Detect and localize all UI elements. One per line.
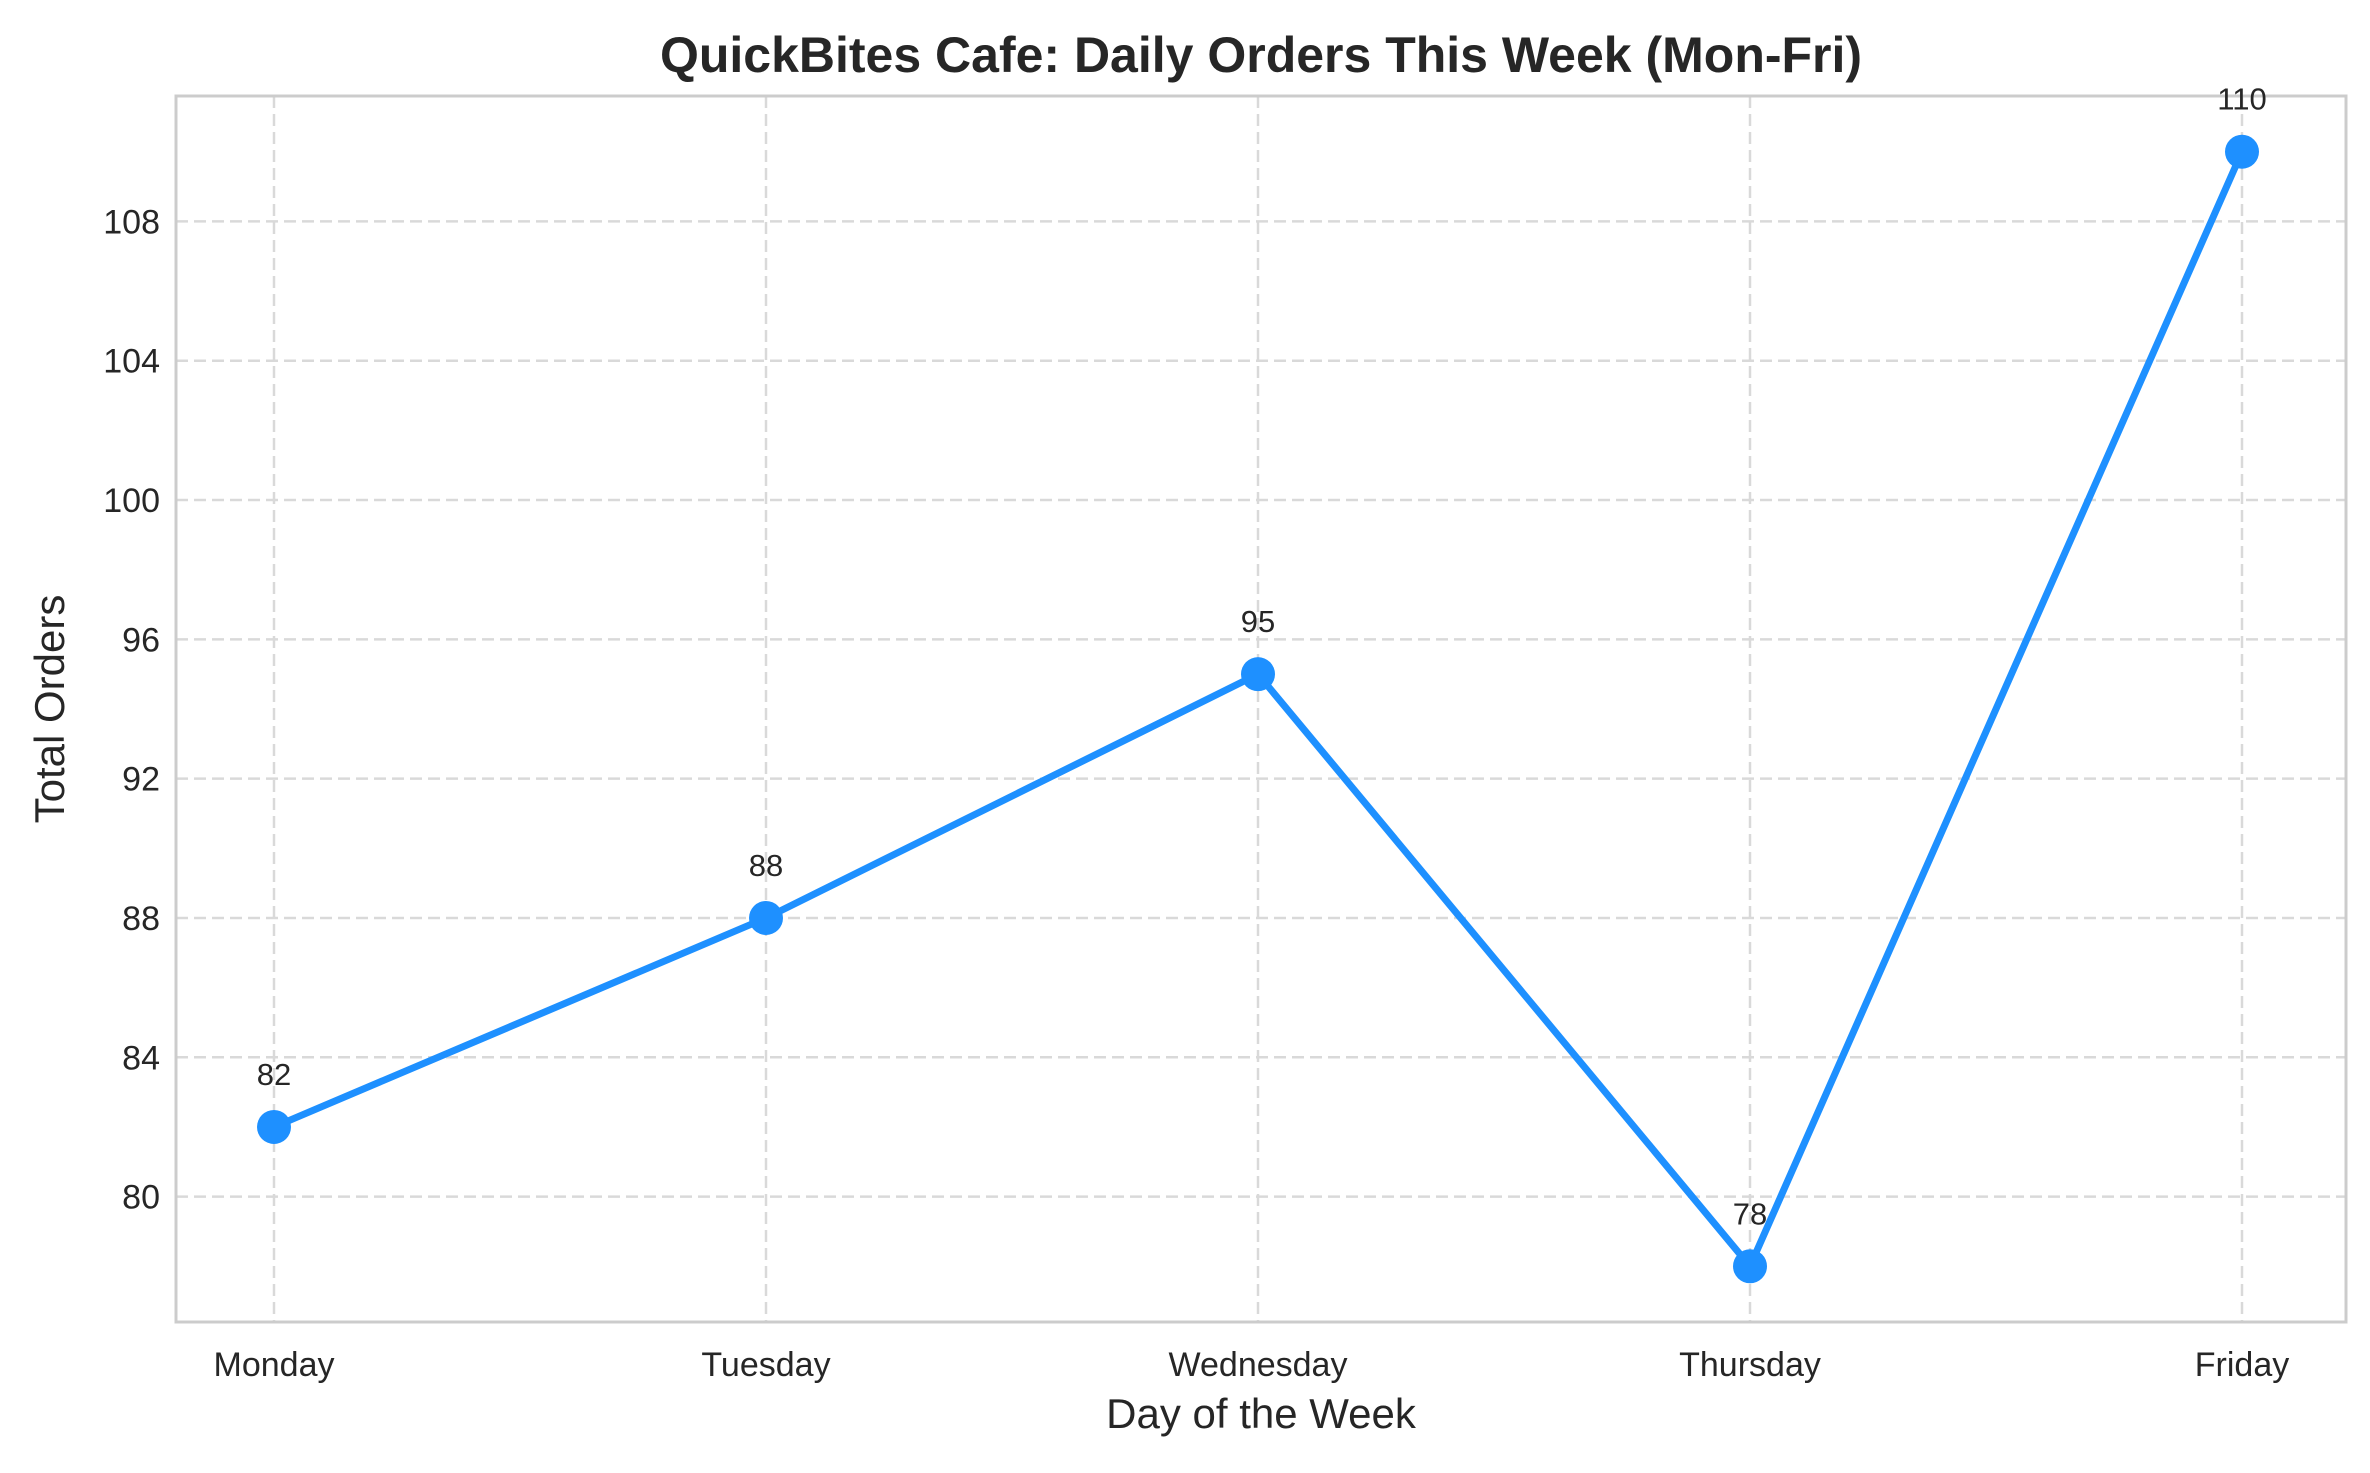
x-tick-label: Friday — [2195, 1346, 2289, 1384]
grid-lines — [176, 96, 2346, 1322]
data-point — [2225, 134, 2259, 169]
y-tick-label: 108 — [103, 203, 160, 241]
y-tick-label: 100 — [103, 482, 160, 520]
data-point — [257, 1109, 291, 1144]
series-orders — [257, 134, 2259, 1284]
x-axis-label: Day of the Week — [1106, 1390, 1417, 1437]
y-axis-label: Total Orders — [26, 595, 73, 824]
data-label: 78 — [1733, 1196, 1767, 1231]
x-axis-ticks: Monday Tuesday Wednesday Thursday Friday — [214, 1346, 2290, 1384]
data-labels: 82 88 95 78 110 — [257, 82, 2267, 1232]
y-axis-ticks: 80 84 88 92 96 100 104 108 — [103, 203, 160, 1216]
y-tick-label: 84 — [122, 1039, 160, 1077]
y-tick-label: 104 — [103, 343, 160, 381]
y-tick-label: 88 — [122, 900, 160, 938]
data-point — [1241, 657, 1275, 692]
data-label: 88 — [749, 848, 783, 883]
plot-frame — [174, 94, 2348, 1324]
x-tick-label: Wednesday — [1169, 1346, 1348, 1384]
data-label: 110 — [2217, 82, 2266, 117]
data-point — [1733, 1249, 1767, 1284]
y-tick-label: 80 — [122, 1179, 160, 1217]
data-point — [749, 900, 783, 935]
chart-title: QuickBites Cafe: Daily Orders This Week … — [660, 27, 1862, 83]
x-tick-label: Tuesday — [701, 1346, 830, 1384]
data-label: 95 — [1241, 604, 1275, 639]
data-label: 82 — [257, 1057, 291, 1092]
y-tick-label: 92 — [122, 761, 160, 799]
y-tick-label: 96 — [122, 621, 160, 659]
x-tick-label: Thursday — [1679, 1346, 1821, 1384]
x-tick-label: Monday — [214, 1346, 335, 1384]
